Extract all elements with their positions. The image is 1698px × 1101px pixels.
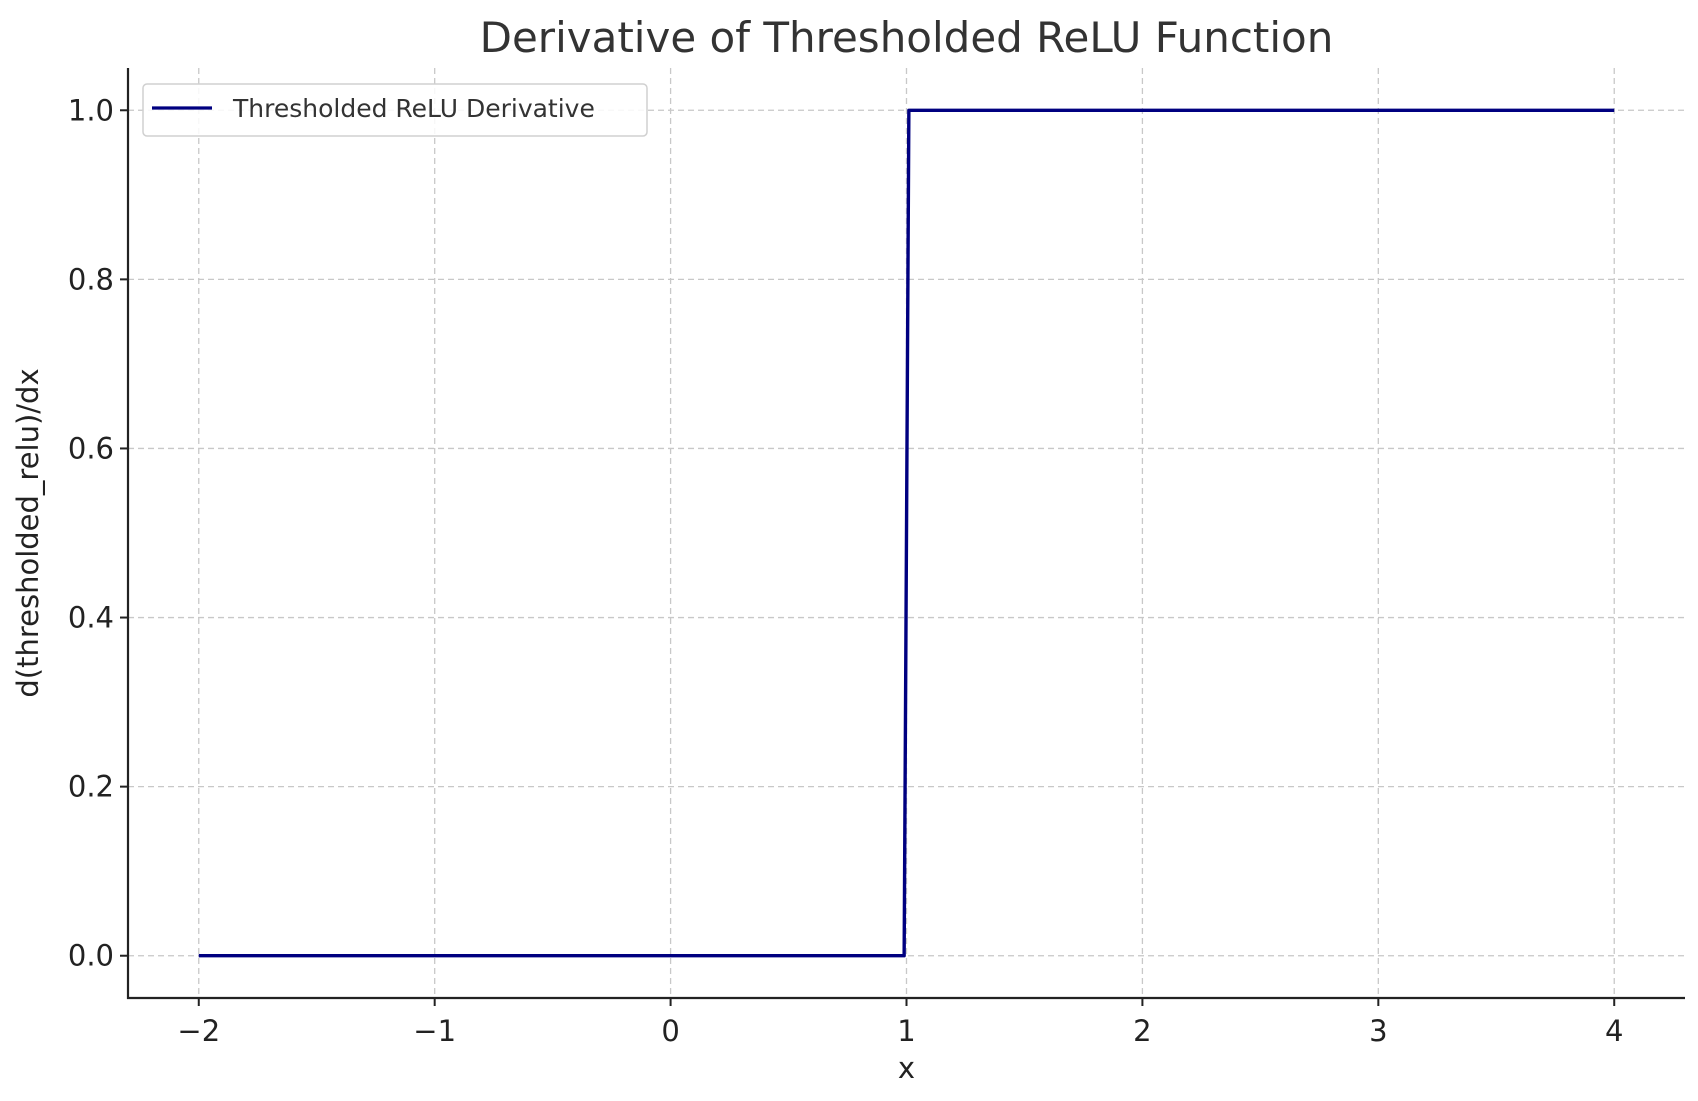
legend-box — [142, 83, 648, 137]
chart-title: Derivative of Thresholded ReLU Function — [480, 13, 1334, 62]
y-tick-label: 0.2 — [68, 770, 114, 804]
x-tick-label: −1 — [413, 1014, 456, 1048]
series-line — [198, 108, 1615, 958]
y-tick-label: 1.0 — [68, 93, 114, 127]
x-tick-label: 4 — [1605, 1014, 1623, 1048]
plot-series — [198, 108, 1615, 958]
y-tick-label: 0.6 — [68, 431, 114, 465]
x-axis-label: x — [898, 1051, 915, 1085]
grid — [128, 68, 1685, 998]
y-tick-label: 0.4 — [68, 601, 114, 635]
y-axis-label: d(thresholded_relu)/dx — [11, 368, 45, 697]
y-tick-label: 0.8 — [68, 262, 114, 296]
x-tick-label: 0 — [661, 1014, 679, 1048]
x-axis-ticks: −2 −1 0 1 2 3 4 — [177, 998, 1623, 1048]
y-tick-label: 0.0 — [68, 939, 114, 973]
x-tick-label: 2 — [1133, 1014, 1151, 1048]
x-tick-label: 3 — [1369, 1014, 1387, 1048]
legend-label: Thresholded ReLU Derivative — [232, 94, 595, 123]
y-axis-ticks: 0.0 0.2 0.4 0.6 0.8 1.0 — [68, 93, 128, 973]
x-tick-label: 1 — [897, 1014, 915, 1048]
x-tick-label: −2 — [177, 1014, 220, 1048]
legend: Thresholded ReLU Derivative — [142, 83, 648, 137]
